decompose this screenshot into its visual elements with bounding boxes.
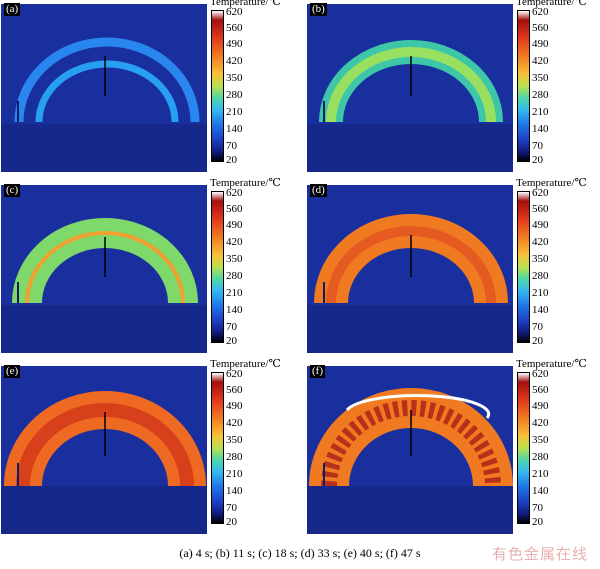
tick-label: 620	[226, 6, 243, 18]
tick-label: 20	[226, 335, 237, 347]
colorbar-title: Temperature/℃	[210, 0, 281, 8]
colorbar	[517, 191, 530, 343]
tick-label: 210	[226, 468, 243, 480]
panel-label: (b)	[310, 3, 327, 16]
tick-label: 490	[532, 400, 549, 412]
tick-label: 210	[532, 106, 549, 118]
colorbar	[517, 10, 530, 162]
panel-d: (d) Temperature/℃ 620 560 490 420 350 28…	[306, 177, 600, 361]
tick-label: 280	[226, 270, 243, 282]
tick-label: 20	[532, 516, 543, 528]
tick-label: 280	[226, 451, 243, 463]
tick-label: 210	[226, 287, 243, 299]
tick-label: 20	[532, 154, 543, 166]
panel-label: (f)	[310, 365, 325, 378]
figure-caption: (a) 4 s; (b) 11 s; (c) 18 s; (d) 33 s; (…	[179, 546, 421, 560]
tick-label: 280	[532, 451, 549, 463]
thermal-image-b	[307, 4, 513, 172]
colorbar-title: Temperature/℃	[516, 177, 587, 189]
thermal-image-c	[1, 185, 207, 353]
tick-label: 20	[226, 154, 237, 166]
tick-label: 70	[226, 502, 237, 514]
tick-label: 560	[532, 203, 549, 215]
colorbar	[211, 191, 224, 343]
colorbar-ticks: 620 560 490 420 350 280 210 140 70 20	[226, 6, 266, 166]
colorbar	[211, 10, 224, 162]
tick-label: 140	[226, 485, 243, 497]
tick-label: 350	[532, 434, 549, 446]
panel-e: (e) Temperature/℃ 620 560 490 420 350 28…	[0, 358, 300, 542]
tick-label: 620	[532, 6, 549, 18]
colorbar-ticks: 620 560 490 420 350 280 210 140 70 20	[532, 187, 572, 347]
tick-label: 620	[532, 187, 549, 199]
tick-label: 490	[226, 219, 243, 231]
tick-label: 280	[532, 89, 549, 101]
colorbar	[517, 372, 530, 524]
panel-a: (a) Temperature/℃ 620 560 490 420 350 28…	[0, 0, 300, 180]
tick-label: 620	[532, 368, 549, 380]
tick-label: 280	[532, 270, 549, 282]
tick-label: 140	[532, 485, 549, 497]
tick-label: 140	[226, 123, 243, 135]
panel-f: (f) Temperature/℃ 620 560 490 420 350 28…	[306, 358, 600, 542]
tick-label: 70	[532, 321, 543, 333]
panel-label: (c)	[4, 184, 21, 197]
tick-label: 420	[226, 236, 243, 248]
tick-label: 350	[226, 253, 243, 265]
panel-label: (a)	[4, 3, 21, 16]
tick-label: 210	[532, 468, 549, 480]
tick-label: 490	[226, 38, 243, 50]
tick-label: 70	[532, 140, 543, 152]
tick-label: 420	[532, 55, 549, 67]
tick-label: 420	[532, 417, 549, 429]
thermal-image-f	[307, 366, 513, 534]
tick-label: 420	[226, 417, 243, 429]
tick-label: 620	[226, 187, 243, 199]
watermark: 有色金属在线	[492, 545, 589, 563]
tick-label: 350	[226, 72, 243, 84]
tick-label: 20	[532, 335, 543, 347]
tick-label: 350	[226, 434, 243, 446]
tick-label: 490	[532, 219, 549, 231]
tick-label: 560	[226, 203, 243, 215]
tick-label: 490	[532, 38, 549, 50]
panel-c: (c) Temperature/℃ 620 560 490 420 350 28…	[0, 177, 300, 361]
colorbar-ticks: 620 560 490 420 350 280 210 140 70 20	[226, 187, 266, 347]
tick-label: 140	[532, 123, 549, 135]
panel-b: (b) Temperature/℃ 620 560 490 420 350 28…	[306, 0, 600, 180]
tick-label: 620	[226, 368, 243, 380]
tick-label: 560	[226, 22, 243, 34]
tick-label: 140	[226, 304, 243, 316]
tick-label: 70	[226, 140, 237, 152]
tick-label: 420	[226, 55, 243, 67]
colorbar-title: Temperature/℃	[210, 358, 281, 370]
thermal-image-e	[1, 366, 207, 534]
tick-label: 140	[532, 304, 549, 316]
tick-label: 70	[532, 502, 543, 514]
thermal-image-d	[307, 185, 513, 353]
tick-label: 210	[532, 287, 549, 299]
colorbar-title: Temperature/℃	[210, 177, 281, 189]
tick-label: 210	[226, 106, 243, 118]
panel-label: (d)	[310, 184, 327, 197]
colorbar-ticks: 620 560 490 420 350 280 210 140 70 20	[532, 6, 572, 166]
tick-label: 420	[532, 236, 549, 248]
tick-label: 280	[226, 89, 243, 101]
tick-label: 560	[532, 22, 549, 34]
colorbar	[211, 372, 224, 524]
thermal-image-a	[1, 4, 207, 172]
tick-label: 70	[226, 321, 237, 333]
colorbar-title: Temperature/℃	[516, 0, 587, 8]
tick-label: 560	[532, 384, 549, 396]
colorbar-ticks: 620 560 490 420 350 280 210 140 70 20	[532, 368, 572, 528]
tick-label: 560	[226, 384, 243, 396]
colorbar-ticks: 620 560 490 420 350 280 210 140 70 20	[226, 368, 266, 528]
tick-label: 350	[532, 253, 549, 265]
panel-label: (e)	[4, 365, 21, 378]
tick-label: 350	[532, 72, 549, 84]
tick-label: 20	[226, 516, 237, 528]
tick-label: 490	[226, 400, 243, 412]
colorbar-title: Temperature/℃	[516, 358, 587, 370]
